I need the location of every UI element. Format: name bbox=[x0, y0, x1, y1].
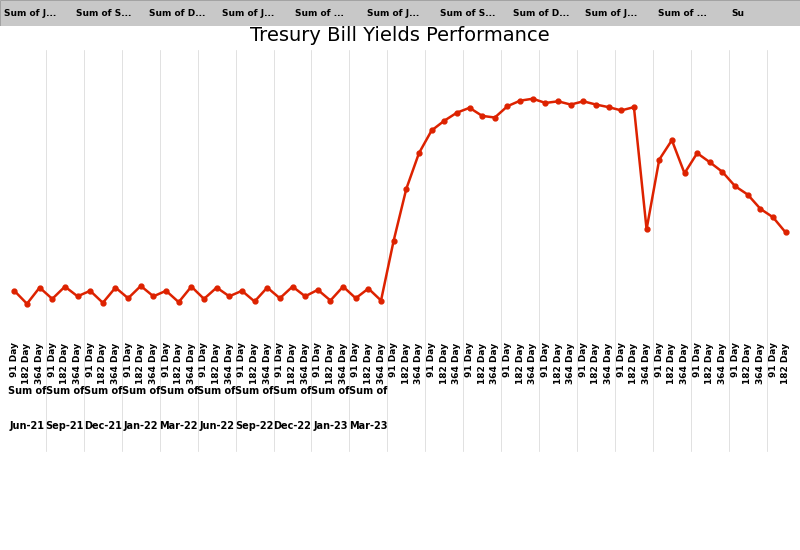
Text: Sum of D...: Sum of D... bbox=[513, 9, 569, 18]
Text: Mar-23: Mar-23 bbox=[349, 421, 388, 431]
Text: Sum of J...: Sum of J... bbox=[222, 9, 274, 18]
FancyBboxPatch shape bbox=[0, 0, 800, 26]
Text: Sum of: Sum of bbox=[274, 386, 312, 395]
Text: Sep-21: Sep-21 bbox=[46, 421, 84, 431]
Text: Mar-22: Mar-22 bbox=[159, 421, 198, 431]
Text: Sum of: Sum of bbox=[46, 386, 84, 395]
Text: Sum of ...: Sum of ... bbox=[294, 9, 343, 18]
Text: Jun-21: Jun-21 bbox=[10, 421, 45, 431]
Text: Sum of S...: Sum of S... bbox=[440, 9, 495, 18]
Text: Sum of S...: Sum of S... bbox=[76, 9, 132, 18]
Text: Dec-22: Dec-22 bbox=[274, 421, 311, 431]
Text: Sep-22: Sep-22 bbox=[235, 421, 274, 431]
Text: Su: Su bbox=[731, 9, 744, 18]
Text: Jan-23: Jan-23 bbox=[314, 421, 348, 431]
Text: Sum of: Sum of bbox=[198, 386, 236, 395]
Text: Sum of: Sum of bbox=[235, 386, 274, 395]
Text: Sum of J...: Sum of J... bbox=[4, 9, 56, 18]
Text: Dec-21: Dec-21 bbox=[84, 421, 122, 431]
Text: Sum of D...: Sum of D... bbox=[149, 9, 206, 18]
Title: Tresury Bill Yields Performance: Tresury Bill Yields Performance bbox=[250, 26, 550, 45]
Text: Sum of: Sum of bbox=[159, 386, 198, 395]
Text: Sum of: Sum of bbox=[122, 386, 160, 395]
Text: Jun-22: Jun-22 bbox=[199, 421, 234, 431]
Text: Sum of J...: Sum of J... bbox=[586, 9, 638, 18]
Text: Jan-22: Jan-22 bbox=[123, 421, 158, 431]
Text: Sum of J...: Sum of J... bbox=[367, 9, 419, 18]
Text: Sum of: Sum of bbox=[8, 386, 46, 395]
Text: Sum of: Sum of bbox=[349, 386, 387, 395]
Text: Sum of: Sum of bbox=[311, 386, 350, 395]
Text: Sum of ...: Sum of ... bbox=[658, 9, 707, 18]
Text: Sum of: Sum of bbox=[84, 386, 122, 395]
